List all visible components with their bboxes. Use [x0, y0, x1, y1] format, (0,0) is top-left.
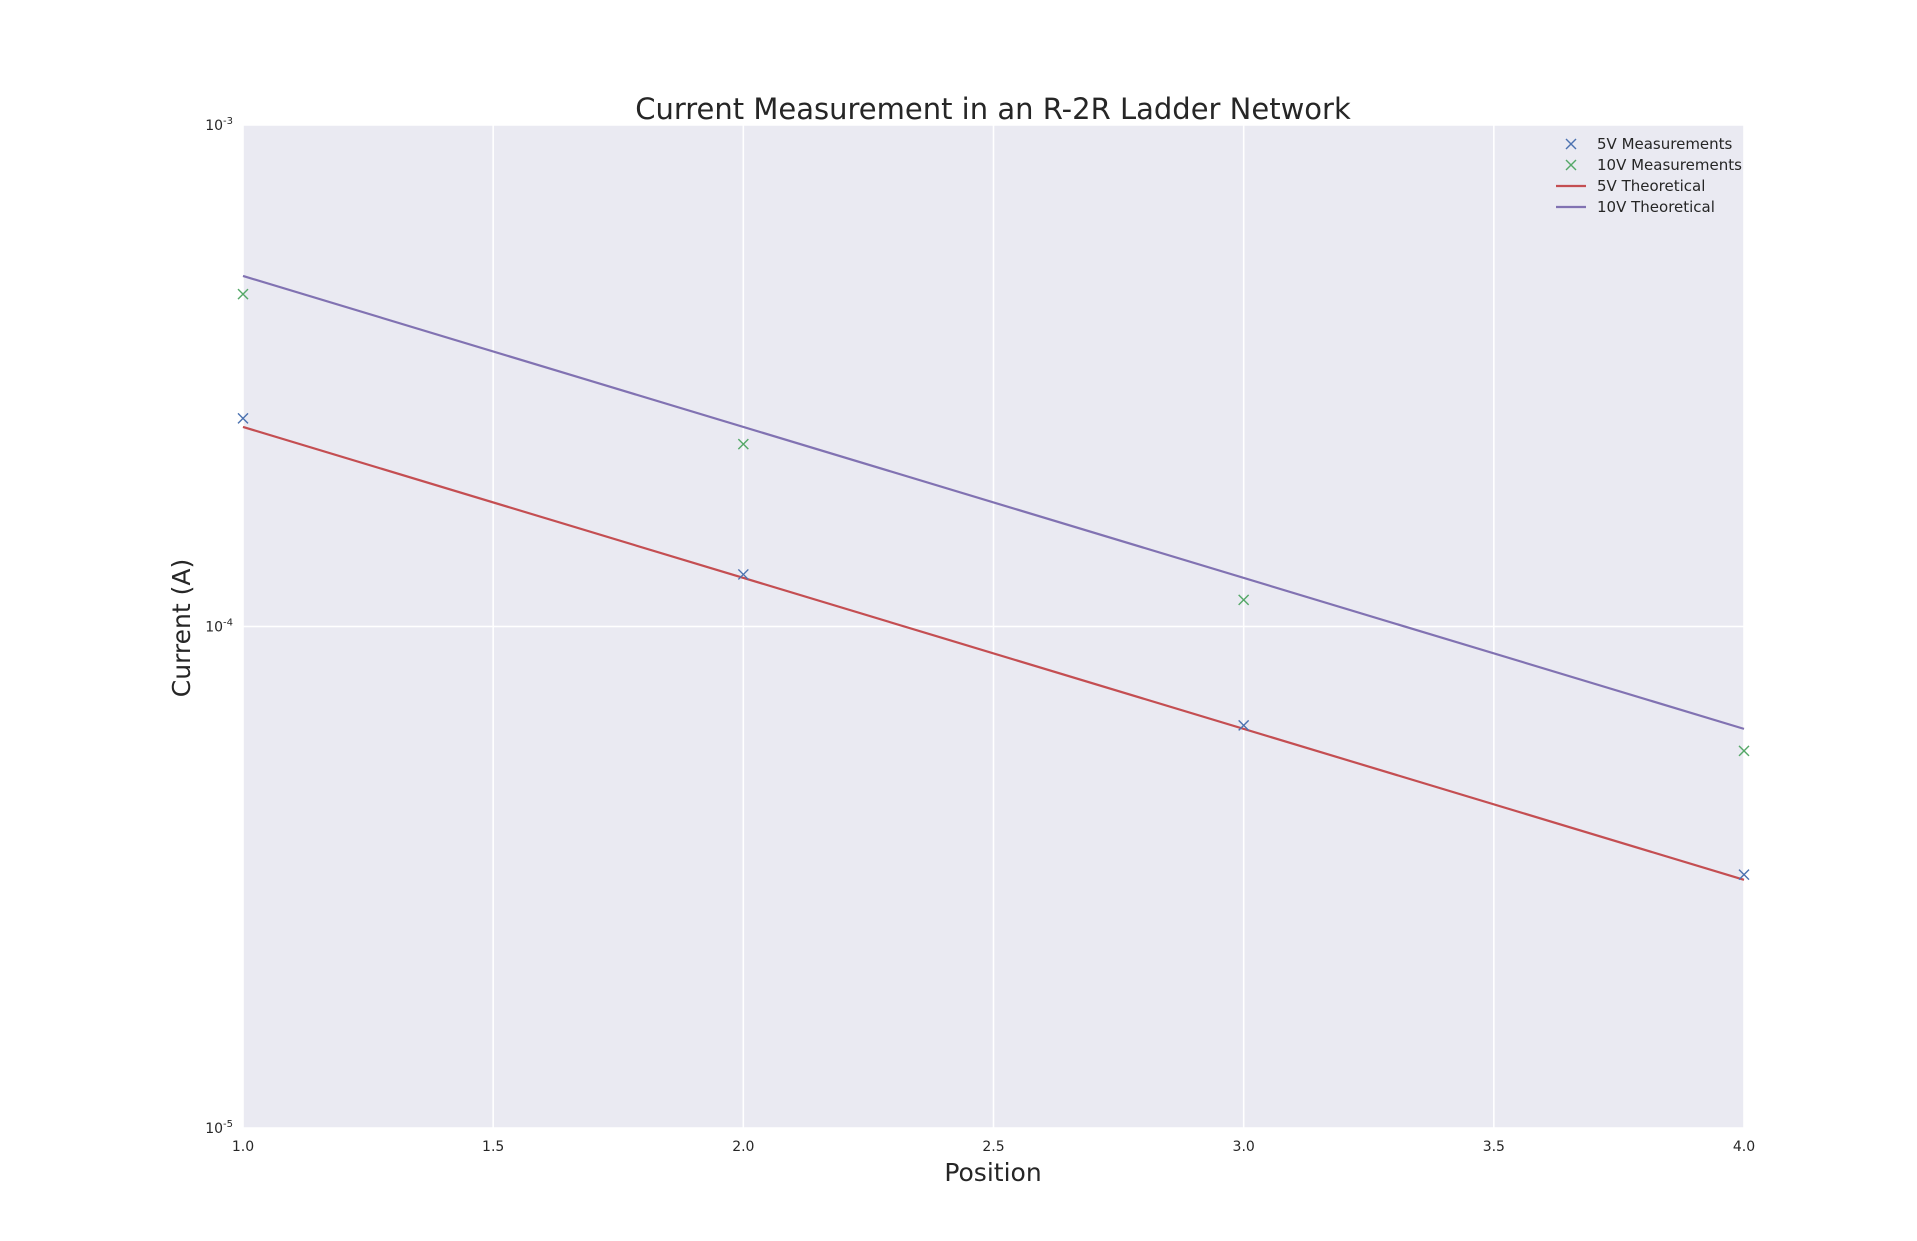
series-line-2 — [242, 425, 1745, 881]
data-point-1-0 — [237, 288, 249, 300]
x-tick-label: 1.0 — [232, 1139, 254, 1155]
y-tick-labels: 10-5 10-4 10-3 — [205, 116, 233, 1137]
x-tick-label: 2.5 — [982, 1139, 1004, 1155]
grid-lines — [242, 124, 1745, 1129]
data-point-0-1 — [737, 568, 749, 580]
x-tick-label: 3.0 — [1233, 1139, 1255, 1155]
legend: 5V Measurements 10V Measurements 5V Theore… — [1556, 135, 1742, 216]
data-point-0-3 — [1738, 869, 1750, 881]
x-tick-label: 3.5 — [1483, 1139, 1505, 1155]
y-tick-label: 10-5 — [205, 1119, 233, 1137]
legend-label: 10V Theoretical — [1597, 198, 1715, 216]
series-layer — [237, 274, 1750, 881]
x-tick-label: 2.0 — [732, 1139, 754, 1155]
x-tick-label: 4.0 — [1733, 1139, 1755, 1155]
y-tick-label: 10-3 — [205, 116, 233, 134]
legend-item-0: 5V Measurements — [1565, 135, 1733, 153]
y-tick-label: 10-4 — [205, 618, 233, 636]
y-axis-label: Current (A) — [167, 559, 196, 697]
chart-title: Current Measurement in an R-2R Ladder Ne… — [635, 92, 1351, 126]
x-tick-labels: 1.0 1.5 2.0 2.5 3.0 3.5 4.0 — [232, 1139, 1755, 1155]
data-point-1-3 — [1738, 745, 1750, 757]
legend-label: 5V Theoretical — [1597, 177, 1705, 195]
legend-label: 5V Measurements — [1597, 135, 1733, 153]
legend-item-2: 5V Theoretical — [1556, 177, 1705, 195]
legend-item-3: 10V Theoretical — [1556, 198, 1715, 216]
data-point-0-0 — [237, 412, 249, 424]
x-axis-label: Position — [944, 1158, 1041, 1187]
data-point-1-1 — [737, 438, 749, 450]
data-point-0-2 — [1238, 719, 1250, 731]
series-line-3 — [242, 274, 1745, 730]
data-point-1-2 — [1238, 594, 1250, 606]
legend-item-1: 10V Measurements — [1565, 156, 1742, 174]
x-tick-label: 1.5 — [482, 1139, 504, 1155]
legend-label: 10V Measurements — [1597, 156, 1742, 174]
